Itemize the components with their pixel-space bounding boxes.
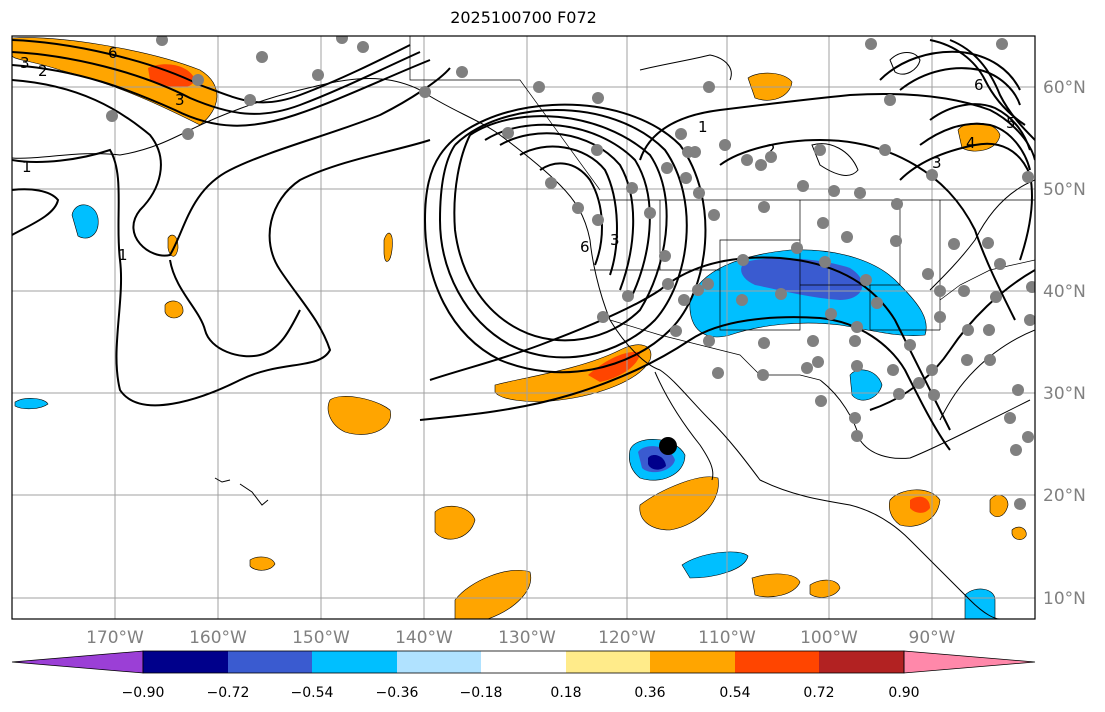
lon-label: 170°W <box>86 628 144 648</box>
latitude-labels: 60°N 50°N 40°N 30°N 20°N 10°N <box>1043 78 1086 609</box>
contour-label: 1 <box>698 118 708 136</box>
anomaly-fill-layer <box>12 37 1027 619</box>
map-title: 2025100700 F072 <box>450 8 597 27</box>
lat-label: 50°N <box>1043 180 1086 200</box>
lat-label: 40°N <box>1043 282 1086 302</box>
colorbar-segment <box>566 651 650 673</box>
contour-label: 3 <box>932 154 942 172</box>
colorbar-segment <box>650 651 735 673</box>
colorbar-extend-high <box>903 650 1036 674</box>
lon-label: 120°W <box>598 628 656 648</box>
lat-label: 10°N <box>1043 589 1086 609</box>
lat-label: 60°N <box>1043 78 1086 98</box>
colorbar-labels: −0.90 −0.72 −0.54 −0.36 −0.18 0.18 0.36 … <box>122 685 920 701</box>
colorbar-label: −0.72 <box>207 685 250 701</box>
lon-label: 150°W <box>292 628 350 648</box>
colorbar-label: −0.18 <box>460 685 503 701</box>
colorbar-segment <box>735 651 819 673</box>
longitude-labels: 170°W 160°W 150°W 140°W 130°W 120°W 110°… <box>86 628 956 648</box>
colorbar-label: −0.36 <box>376 685 419 701</box>
colorbar-segment <box>397 651 481 673</box>
cyclone-marker <box>659 437 677 455</box>
lon-label: 90°W <box>909 628 956 648</box>
contour-label: 6 <box>580 238 590 256</box>
contour-label: 3 <box>20 54 30 72</box>
contour-label: 6 <box>108 44 118 62</box>
colorbar <box>11 650 1036 674</box>
contour-label-layer: 3 2 1 3 6 1 2 3 4 5 6 1 3 6 <box>20 44 1016 264</box>
contour-label: 2 <box>38 62 48 80</box>
station-markers <box>106 36 1035 510</box>
lat-label: 30°N <box>1043 384 1086 404</box>
contour-label: 3 <box>175 91 185 109</box>
lat-label: 20°N <box>1043 486 1086 506</box>
contour-label: 2 <box>766 141 776 159</box>
colorbar-outline <box>142 650 905 674</box>
contour-label: 5 <box>1006 114 1016 132</box>
colorbar-segment <box>819 651 904 673</box>
colorbar-label: 0.18 <box>550 685 581 701</box>
contour-label: 1 <box>22 158 32 176</box>
colorbar-extend-low <box>11 650 144 674</box>
contour-label: 3 <box>610 231 620 249</box>
colorbar-segment <box>312 651 397 673</box>
colorbar-segment <box>228 651 312 673</box>
colorbar-label: 0.54 <box>719 685 750 701</box>
lon-label: 130°W <box>498 628 556 648</box>
graticule <box>12 36 1035 619</box>
lon-label: 110°W <box>698 628 756 648</box>
map-frame <box>11 35 1036 620</box>
lon-label: 160°W <box>189 628 247 648</box>
contour-label: 6 <box>974 76 984 94</box>
colorbar-label: −0.90 <box>122 685 165 701</box>
contour-label: 4 <box>966 134 976 152</box>
colorbar-label: 0.72 <box>803 685 834 701</box>
colorbar-label: 0.90 <box>888 685 919 701</box>
colorbar-label: 0.36 <box>634 685 665 701</box>
lon-label: 100°W <box>800 628 858 648</box>
lon-label: 140°W <box>395 628 453 648</box>
contour-label: 1 <box>118 246 128 264</box>
colorbar-segment <box>481 651 566 673</box>
colorbar-label: −0.54 <box>291 685 334 701</box>
colorbar-segment <box>143 651 228 673</box>
